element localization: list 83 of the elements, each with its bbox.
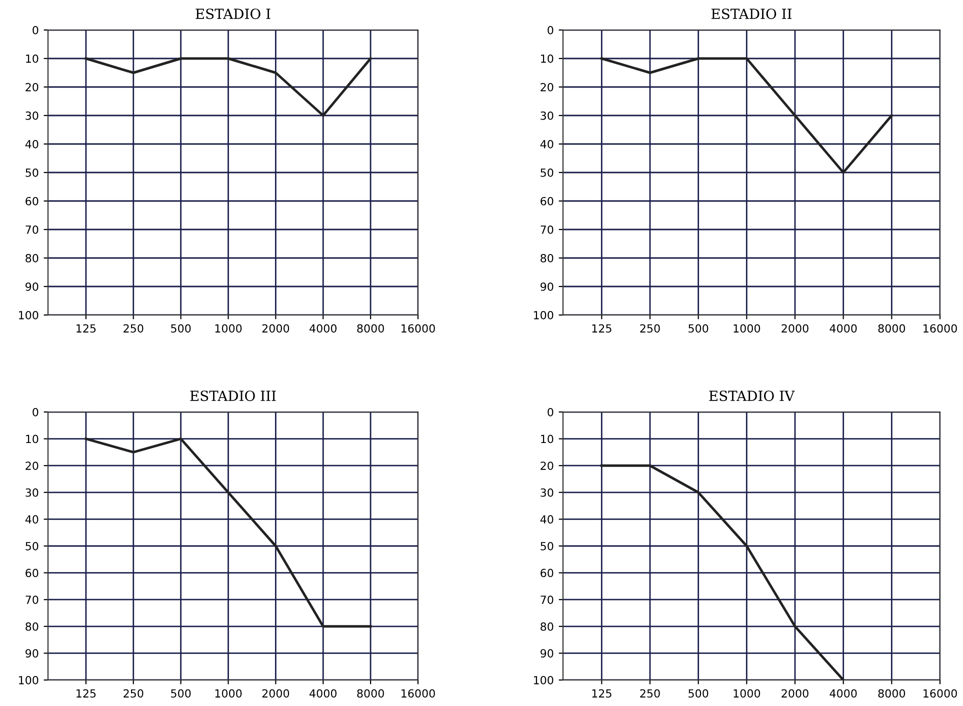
y-tick-label: 100 <box>18 676 38 684</box>
x-tick-label: 1000 <box>734 324 760 333</box>
y-tick-label: 0 <box>548 26 554 34</box>
x-tick-label: 250 <box>640 324 660 333</box>
x-tick-label: 8000 <box>357 689 384 698</box>
x-tick-label: 500 <box>171 689 191 698</box>
x-tick-label: 16000 <box>402 324 435 333</box>
x-tick-label: 4000 <box>310 689 337 698</box>
y-tick-label: 10 <box>26 54 38 63</box>
y-tick-label: 60 <box>26 568 38 578</box>
y-tick-label: 90 <box>26 649 38 658</box>
line-series <box>600 464 845 680</box>
y-tick-label: 20 <box>540 462 554 470</box>
y-tick-label: 20 <box>26 462 38 470</box>
y-tick-label: 60 <box>26 196 38 206</box>
y-tick-label: 80 <box>26 622 38 631</box>
x-tick-label: 4000 <box>830 324 857 333</box>
chart-title: ESTADIO I <box>196 8 270 20</box>
y-tick-label: 80 <box>26 254 38 262</box>
y-tick-label: 80 <box>540 254 554 262</box>
y-tick-label: 80 <box>540 622 554 631</box>
y-tick-label: 20 <box>26 82 38 92</box>
chart-title: ESTADIO III <box>190 390 276 402</box>
y-tick-label: 70 <box>540 225 554 234</box>
y-tick-label: 10 <box>541 54 554 63</box>
y-tick-label: 100 <box>534 310 554 320</box>
x-tick-label: 2000 <box>262 689 290 698</box>
chart-title: ESTADIO IV <box>709 390 795 402</box>
x-tick-label: 250 <box>124 689 144 698</box>
y-tick-label: 60 <box>540 196 554 206</box>
x-tick-label: 8000 <box>878 689 906 698</box>
y-tick-label: 30 <box>26 111 38 120</box>
x-tick-label: 4000 <box>310 324 337 333</box>
x-tick-label: 125 <box>76 324 96 333</box>
x-tick-label: 8000 <box>357 324 384 333</box>
x-tick-label: 500 <box>688 689 708 698</box>
y-tick-label: 90 <box>26 282 38 291</box>
y-tick-label: 50 <box>26 168 38 177</box>
y-tick-label: 0 <box>32 408 38 416</box>
x-tick-label: 500 <box>171 324 191 333</box>
x-tick-label: 2000 <box>262 324 290 333</box>
y-tick-label: 20 <box>540 82 554 92</box>
y-tick-label: 60 <box>540 568 554 578</box>
y-tick-label: 40 <box>25 515 38 524</box>
x-tick-label: 16000 <box>924 689 957 698</box>
x-tick-label: 125 <box>76 689 96 698</box>
y-tick-label: 30 <box>540 111 554 120</box>
y-tick-label: 10 <box>26 434 38 444</box>
x-tick-label: 1000 <box>215 689 242 698</box>
y-tick-label: 50 <box>540 542 554 550</box>
x-tick-label: 250 <box>124 324 144 333</box>
x-tick-label: 1000 <box>734 689 760 698</box>
line-series <box>600 57 893 174</box>
x-tick-label: 2000 <box>782 689 808 698</box>
y-tick-label: 40 <box>540 515 554 524</box>
y-tick-label: 30 <box>540 488 554 497</box>
y-tick-label: 100 <box>18 310 38 320</box>
x-tick-label: 4000 <box>830 689 857 698</box>
x-tick-label: 250 <box>640 689 660 698</box>
x-tick-label: 125 <box>592 689 612 698</box>
chart-title: ESTADIO II <box>711 8 792 20</box>
x-tick-label: 16000 <box>402 689 435 698</box>
y-tick-label: 70 <box>26 596 38 604</box>
x-tick-label: 500 <box>688 324 708 333</box>
y-tick-label: 40 <box>540 140 554 148</box>
y-tick-label: 70 <box>540 596 554 604</box>
x-tick-label: 125 <box>592 324 612 333</box>
y-tick-label: 50 <box>26 542 38 550</box>
y-tick-label: 0 <box>548 408 554 416</box>
x-tick-label: 1000 <box>215 324 242 333</box>
x-tick-label: 16000 <box>924 324 957 333</box>
x-tick-label: 8000 <box>878 324 906 333</box>
y-tick-label: 50 <box>540 168 554 177</box>
x-tick-label: 2000 <box>782 324 808 333</box>
y-tick-label: 90 <box>540 282 554 291</box>
y-tick-label: 70 <box>26 225 38 234</box>
line-series <box>84 438 372 628</box>
y-tick-label: 90 <box>540 649 554 658</box>
y-tick-label: 30 <box>26 488 38 497</box>
y-tick-label: 0 <box>32 26 38 34</box>
y-tick-label: 100 <box>534 676 554 684</box>
y-tick-label: 40 <box>25 140 38 148</box>
y-tick-label: 10 <box>541 434 554 444</box>
